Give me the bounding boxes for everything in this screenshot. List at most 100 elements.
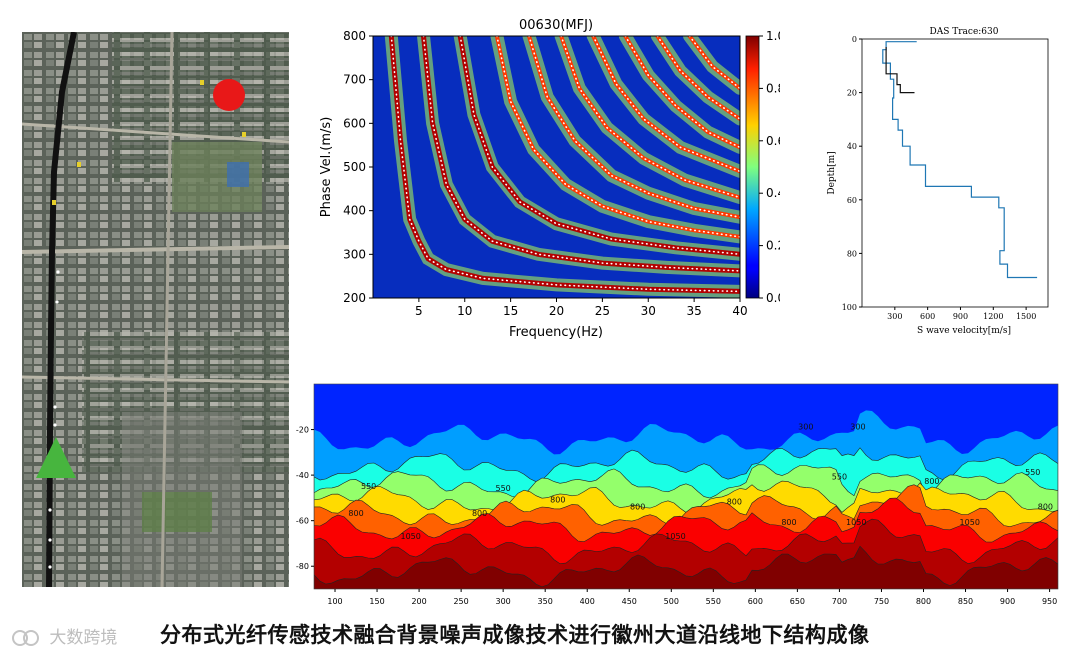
colorbar-tick-label: 0.0 xyxy=(766,291,780,305)
dispersion-mode-curve xyxy=(390,36,740,293)
contour-label: 1050 xyxy=(846,518,866,527)
velocity-x-tick-label: 300 xyxy=(887,312,902,321)
dispersion-mode-curve xyxy=(459,36,740,256)
dispersion-mode-curve xyxy=(688,36,740,90)
contour-label: 800 xyxy=(630,502,645,511)
dispersion-ylabel: Phase Vel.(m/s) xyxy=(319,117,334,218)
dispersion-x-tick-label: 20 xyxy=(549,304,564,318)
section-x-tick-label: 150 xyxy=(369,597,384,606)
section-x-tick-label: 800 xyxy=(916,597,931,606)
dispersion-x-tick-label: 40 xyxy=(732,304,747,318)
section-frame xyxy=(313,383,1059,590)
section-x-tick-label: 550 xyxy=(706,597,721,606)
colorbar-tick-label: 0.8 xyxy=(766,81,780,95)
subsurface-section-chart: 550 800 1050 550 800 800 1050 800 300 550 300 1050 8… xyxy=(296,383,1059,606)
velocity-x-tick-label: 600 xyxy=(920,312,935,321)
velocity-x-tick-label: 1200 xyxy=(983,312,1003,321)
section-x-tick-label: 900 xyxy=(1000,597,1015,606)
dispersion-x-tick-label: 30 xyxy=(641,304,656,318)
contour-label: 1050 xyxy=(960,518,980,527)
section-x-tick-label: 600 xyxy=(748,597,763,606)
velocity-profile-line xyxy=(882,41,1038,279)
dispersion-colorbar xyxy=(745,35,760,299)
colorbar-tick-label: 0.4 xyxy=(766,186,780,200)
route-line xyxy=(46,32,77,587)
contour-label: 300 xyxy=(798,423,813,432)
contour-label: 800 xyxy=(550,495,565,504)
section-x-tick-label: 950 xyxy=(1042,597,1057,606)
colorbar-tick-label: 1.0 xyxy=(766,29,780,43)
contour-label: 550 xyxy=(496,484,511,493)
dispersion-mode-curve xyxy=(656,36,740,120)
watermark-logo: 大数跨境 xyxy=(10,624,150,652)
dispersion-x-tick-label: 10 xyxy=(457,304,472,318)
dispersion-x-tick-label: 35 xyxy=(686,304,701,318)
red-circle-icon xyxy=(213,79,245,111)
contour-label: 550 xyxy=(1025,468,1040,477)
velocity-y-tick-label: 60 xyxy=(847,196,857,205)
velocity-title: DAS Trace:630 xyxy=(930,27,999,37)
velocity-y-tick-label: 100 xyxy=(842,303,857,312)
dispersion-y-tick-label: 200 xyxy=(343,291,366,305)
contour-label: 1050 xyxy=(665,532,685,541)
section-x-tick-label: 650 xyxy=(790,597,805,606)
dispersion-y-tick-label: 600 xyxy=(343,116,366,130)
velocity-y-tick-label: 20 xyxy=(847,89,857,98)
contour-label: 300 xyxy=(850,423,865,432)
section-x-tick-label: 350 xyxy=(538,597,553,606)
dispersion-y-tick-label: 300 xyxy=(343,247,366,261)
contour-label: 550 xyxy=(361,482,376,491)
dispersion-y-tick-label: 400 xyxy=(343,204,366,218)
dispersion-y-tick-label: 700 xyxy=(343,73,366,87)
contour-label: 800 xyxy=(1038,502,1053,511)
section-x-tick-label: 450 xyxy=(622,597,637,606)
dispersion-x-tick-label: 15 xyxy=(503,304,518,318)
dispersion-mode-curve xyxy=(560,36,740,199)
velocity-y-tick-label: 80 xyxy=(847,249,857,258)
dispersion-mode-curve xyxy=(496,36,740,238)
velocity-x-tick-label: 900 xyxy=(953,312,968,321)
contour-label: 800 xyxy=(348,509,363,518)
velocity-profile-chart: DAS Trace:630 300 600 900 1200 1500 0 20 40 60 80… xyxy=(827,27,1049,336)
section-x-tick-label: 500 xyxy=(664,597,679,606)
dispersion-y-tick-label: 500 xyxy=(343,160,366,174)
watermark-text: 大数跨境 xyxy=(49,628,118,648)
section-x-tick-label: 200 xyxy=(411,597,426,606)
contour-label: 800 xyxy=(472,509,487,518)
dispersion-mode-curve xyxy=(592,36,740,173)
dispersion-y-tick-label: 800 xyxy=(343,29,366,43)
contour-label: 550 xyxy=(832,473,847,482)
contour-label: 1050 xyxy=(400,532,420,541)
figure-caption: 分布式光纤传感技术融合背景噪声成像技术进行徽州大道沿线地下结构成像 xyxy=(160,623,870,647)
dispersion-mode-curve xyxy=(528,36,740,218)
velocity-y-tick-label: 0 xyxy=(852,35,857,44)
velocity-profile-line xyxy=(885,47,915,94)
dispersion-chart: 00630(MFJ) 5 10 15 20 25 30 35 40 200 300 400 500 60… xyxy=(319,18,780,340)
colorbar-tick-label: 0.6 xyxy=(766,134,780,148)
section-x-tick-label: 700 xyxy=(832,597,847,606)
contour-label: 800 xyxy=(727,498,742,507)
velocity-y-tick-label: 40 xyxy=(847,142,857,151)
section-x-tick-label: 300 xyxy=(496,597,511,606)
colorbar-tick-label: 0.2 xyxy=(766,239,780,253)
section-x-tick-label: 400 xyxy=(580,597,595,606)
dispersion-title: 00630(MFJ) xyxy=(519,18,593,33)
contour-label: 800 xyxy=(781,518,796,527)
green-triangle-icon xyxy=(36,437,76,478)
section-x-tick-label: 750 xyxy=(874,597,889,606)
section-y-tick-label: -40 xyxy=(296,471,309,480)
section-y-tick-label: -60 xyxy=(296,517,309,526)
contour-label: 800 xyxy=(924,477,939,486)
velocity-layer xyxy=(314,545,1058,589)
section-x-tick-label: 250 xyxy=(453,597,468,606)
dispersion-x-tick-label: 5 xyxy=(415,304,423,318)
watermark-icon xyxy=(12,630,39,646)
dispersion-x-tick-label: 25 xyxy=(595,304,610,318)
section-x-tick-label: 850 xyxy=(958,597,973,606)
dispersion-xlabel: Frequency(Hz) xyxy=(509,325,603,340)
section-y-tick-label: -20 xyxy=(296,426,309,435)
dispersion-mode-curve xyxy=(624,36,740,149)
velocity-x-tick-label: 1500 xyxy=(1016,312,1036,321)
velocity-ylabel: Depth[m] xyxy=(827,151,837,194)
section-x-tick-label: 100 xyxy=(327,597,342,606)
